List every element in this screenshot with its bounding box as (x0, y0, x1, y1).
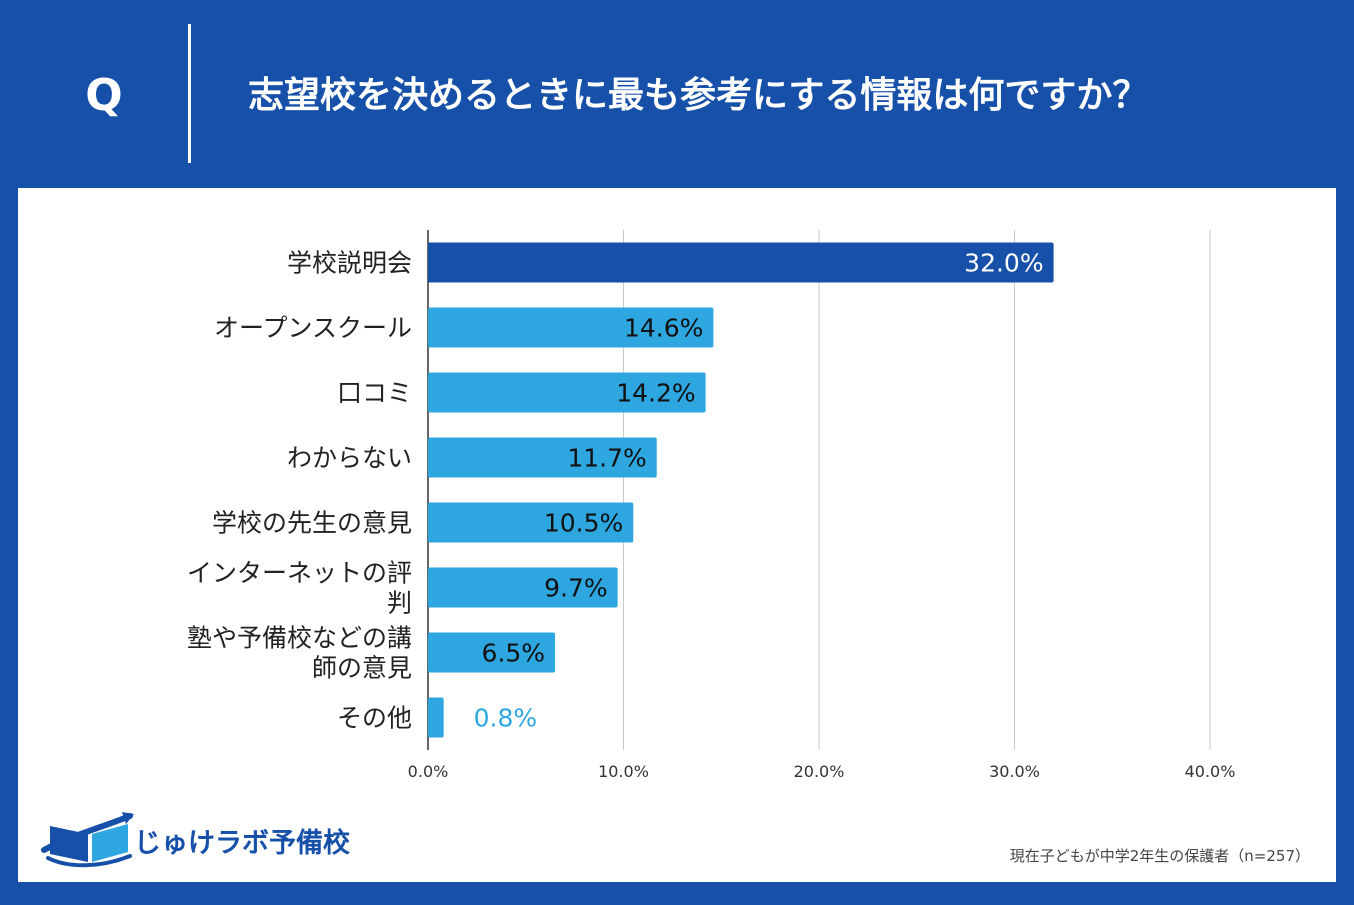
data-label: 14.6% (624, 314, 703, 343)
data-label: 14.2% (616, 379, 695, 408)
category-label: その他 (337, 704, 412, 733)
bar (428, 697, 444, 738)
data-label: 9.7% (544, 574, 608, 603)
data-label: 6.5% (482, 639, 546, 668)
category-label: 塾や予備校などの講 (187, 624, 412, 653)
data-label: 32.0% (964, 249, 1043, 278)
category-label: 判 (387, 589, 412, 618)
x-tick-label: 20.0% (794, 762, 845, 781)
sample-note: 現在子どもが中学2年生の保護者（n=257） (1009, 847, 1310, 865)
category-label: 口コミ (337, 379, 412, 408)
x-tick-label: 30.0% (989, 762, 1040, 781)
bar-chart: 0.0% 10.0% 20.0% 30.0% 40.0% 32.0% 学校説明会 14.6% オ… (187, 230, 1236, 781)
x-tick-label: 40.0% (1185, 762, 1236, 781)
category-label: インターネットの評 (187, 559, 412, 588)
question-title: 志望校を決めるときに最も参考にする情報は何ですか？ (248, 75, 1149, 116)
brand-name: じゅけラボ予備校 (134, 828, 350, 859)
category-label: 学校説明会 (287, 249, 412, 278)
data-label: 0.8% (474, 704, 538, 733)
header-divider (188, 24, 191, 163)
bar (428, 632, 556, 673)
bar (428, 307, 714, 348)
book-logo-icon (41, 812, 134, 868)
category-label: オープンスクール (214, 314, 412, 343)
q-mark: Q (85, 70, 123, 121)
bar (428, 567, 618, 608)
bar (428, 372, 706, 413)
bar (428, 437, 657, 478)
category-label: 師の意見 (312, 654, 412, 683)
x-tick-label: 0.0% (408, 762, 449, 781)
bar (428, 502, 634, 543)
chart-panel: 0.0% 10.0% 20.0% 30.0% 40.0% 32.0% 学校説明会 14.6% オ… (18, 188, 1336, 882)
category-label: わからない (287, 444, 412, 473)
data-label: 11.7% (567, 444, 646, 473)
data-label: 10.5% (544, 509, 623, 538)
x-tick-label: 10.0% (598, 762, 649, 781)
question-header: Q 志望校を決めるときに最も参考にする情報は何ですか？ (0, 0, 1354, 188)
category-label: 学校の先生の意見 (212, 509, 412, 538)
bar (428, 242, 1054, 283)
